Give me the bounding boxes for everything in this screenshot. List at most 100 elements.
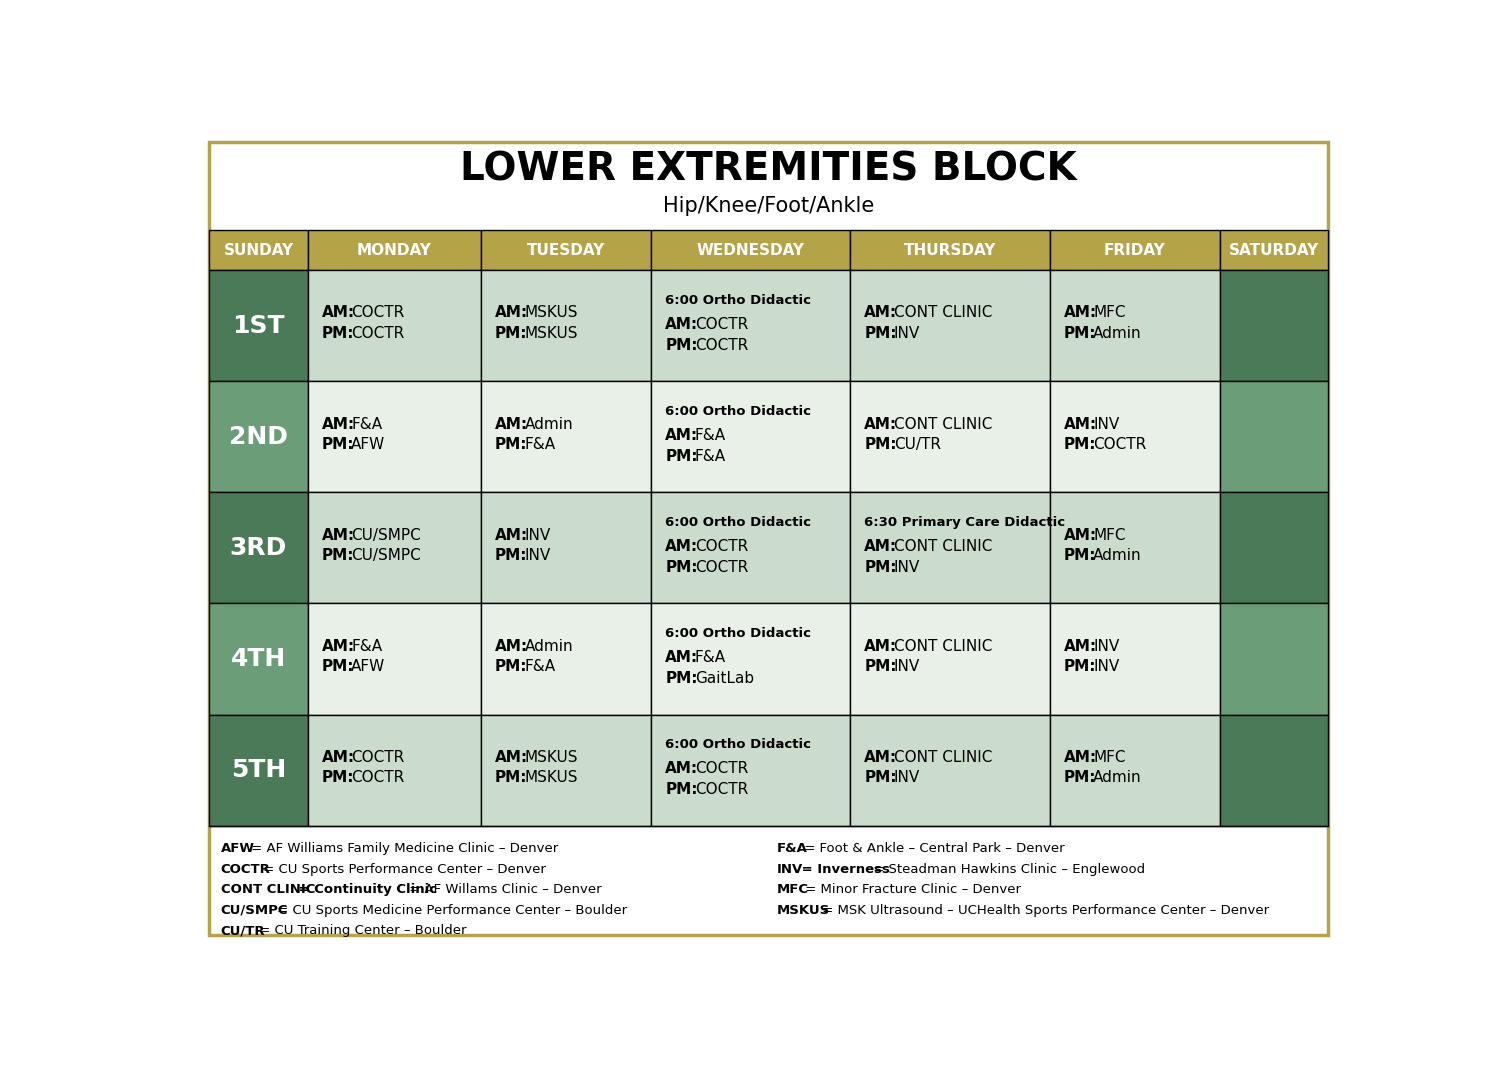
Text: AM:: AM: <box>321 306 356 321</box>
Text: PM:: PM: <box>1064 770 1096 785</box>
Text: MONDAY: MONDAY <box>357 243 432 258</box>
Text: AFW: AFW <box>351 437 386 452</box>
Text: COCTR: COCTR <box>694 338 748 353</box>
Text: = Continuity Clinic: = Continuity Clinic <box>294 884 436 897</box>
Bar <box>308 271 482 382</box>
Text: Admin: Admin <box>525 417 573 432</box>
Text: PM:: PM: <box>864 560 897 575</box>
Text: PM:: PM: <box>864 437 897 452</box>
Bar <box>1050 230 1220 271</box>
Text: INV: INV <box>777 862 802 876</box>
Text: F&A: F&A <box>694 449 726 464</box>
Text: 5TH: 5TH <box>231 758 286 782</box>
Text: INV: INV <box>894 560 920 575</box>
Text: AM:: AM: <box>495 306 528 321</box>
Text: PM:: PM: <box>321 326 354 341</box>
Text: CONT CLINIC: CONT CLINIC <box>894 539 992 554</box>
Text: Admin: Admin <box>1094 770 1142 785</box>
Text: AM:: AM: <box>1064 306 1096 321</box>
Text: WEDNESDAY: WEDNESDAY <box>698 243 806 258</box>
Bar <box>850 603 1050 714</box>
Text: AM:: AM: <box>321 749 356 764</box>
Text: PM:: PM: <box>321 659 354 674</box>
Text: 6:00 Ortho Didactic: 6:00 Ortho Didactic <box>664 516 812 529</box>
Bar <box>482 230 651 271</box>
Text: MFC: MFC <box>777 884 808 897</box>
Bar <box>308 603 482 714</box>
Text: MFC: MFC <box>1094 749 1125 764</box>
Text: AM:: AM: <box>1064 749 1096 764</box>
Text: COCTR: COCTR <box>351 770 405 785</box>
Text: F&A: F&A <box>694 650 726 665</box>
Text: THURSDAY: THURSDAY <box>904 243 996 258</box>
Text: AM:: AM: <box>1064 639 1096 653</box>
Text: COCTR: COCTR <box>694 318 748 333</box>
Text: Hip/Knee/Foot/Ankle: Hip/Knee/Foot/Ankle <box>663 196 874 216</box>
Text: PM:: PM: <box>321 548 354 563</box>
Text: 1ST: 1ST <box>232 313 285 338</box>
Bar <box>209 230 308 271</box>
Text: F&A: F&A <box>525 659 555 674</box>
Text: GaitLab: GaitLab <box>694 671 754 685</box>
Text: CONT CLINIC: CONT CLINIC <box>894 417 992 432</box>
Text: MSKUS: MSKUS <box>777 904 830 917</box>
Text: CONT CLINIC: CONT CLINIC <box>894 749 992 764</box>
Text: COCTR: COCTR <box>351 749 405 764</box>
Text: MFC: MFC <box>1094 528 1125 543</box>
Bar <box>651 603 850 714</box>
Text: = Minor Fracture Clinic – Denver: = Minor Fracture Clinic – Denver <box>801 884 1022 897</box>
Text: F&A: F&A <box>777 842 807 856</box>
Text: PM:: PM: <box>321 437 354 452</box>
Text: 6:00 Ortho Didactic: 6:00 Ortho Didactic <box>664 294 812 307</box>
Text: CU/TR: CU/TR <box>220 924 266 937</box>
Bar <box>651 271 850 382</box>
Bar <box>850 271 1050 382</box>
Bar <box>308 230 482 271</box>
Text: = Foot & Ankle – Central Park – Denver: = Foot & Ankle – Central Park – Denver <box>801 842 1065 856</box>
Text: INV: INV <box>894 770 920 785</box>
Text: PM:: PM: <box>664 560 698 575</box>
Text: INV: INV <box>1094 659 1119 674</box>
Text: PM:: PM: <box>321 770 354 785</box>
Bar <box>850 492 1050 603</box>
Bar <box>1220 714 1329 825</box>
Text: PM:: PM: <box>864 770 897 785</box>
Bar <box>651 492 850 603</box>
Bar <box>1050 382 1220 492</box>
Text: LOWER EXTREMITIES BLOCK: LOWER EXTREMITIES BLOCK <box>460 150 1077 189</box>
Text: CONT CLINIC: CONT CLINIC <box>220 884 315 897</box>
Text: AM:: AM: <box>495 528 528 543</box>
Text: MSKUS: MSKUS <box>525 326 578 341</box>
Bar <box>209 382 308 492</box>
Text: COCTR: COCTR <box>351 326 405 341</box>
Text: INV: INV <box>525 548 550 563</box>
Text: MSKUS: MSKUS <box>525 306 578 321</box>
Bar <box>209 603 308 714</box>
Text: MSKUS: MSKUS <box>525 749 578 764</box>
Text: CONT CLINIC: CONT CLINIC <box>894 639 992 653</box>
Bar <box>1220 271 1329 382</box>
Text: = Steadman Hawkins Clinic – Englewood: = Steadman Hawkins Clinic – Englewood <box>868 862 1144 876</box>
Text: 3RD: 3RD <box>230 536 286 560</box>
Text: INV: INV <box>894 326 920 341</box>
Bar <box>482 271 651 382</box>
Bar <box>1050 603 1220 714</box>
Text: PM:: PM: <box>1064 548 1096 563</box>
Text: = MSK Ultrasound – UCHealth Sports Performance Center – Denver: = MSK Ultrasound – UCHealth Sports Perfo… <box>818 904 1269 917</box>
Text: AM:: AM: <box>864 539 897 554</box>
Text: INV: INV <box>525 528 550 543</box>
Text: FRIDAY: FRIDAY <box>1104 243 1166 258</box>
Text: AM:: AM: <box>495 639 528 653</box>
Text: PM:: PM: <box>864 659 897 674</box>
Bar <box>209 714 308 825</box>
Bar <box>1220 382 1329 492</box>
Bar <box>482 382 651 492</box>
Bar <box>1220 230 1329 271</box>
Text: PM:: PM: <box>495 437 528 452</box>
Text: Admin: Admin <box>1094 326 1142 341</box>
Bar <box>308 492 482 603</box>
Text: PM:: PM: <box>495 548 528 563</box>
Text: MSKUS: MSKUS <box>525 770 578 785</box>
Text: PM:: PM: <box>664 671 698 685</box>
Text: CU/SMPC: CU/SMPC <box>351 528 422 543</box>
